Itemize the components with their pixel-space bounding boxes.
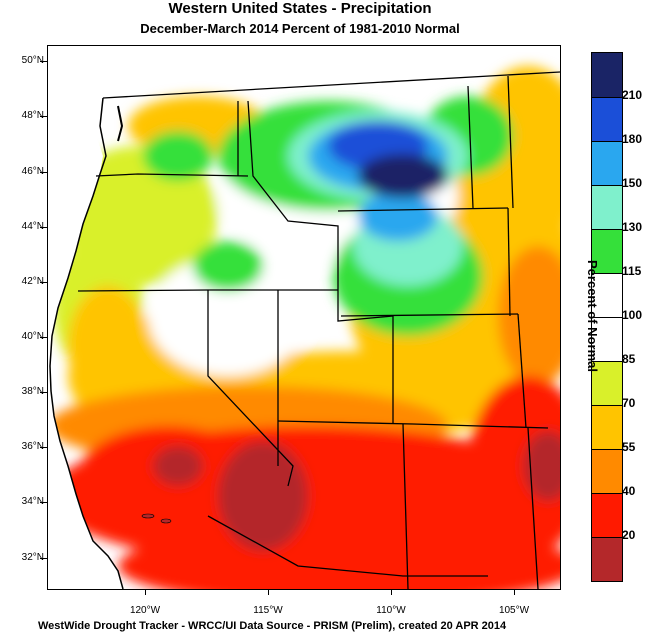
legend-label: 40 bbox=[622, 484, 636, 498]
legend-swatch bbox=[592, 449, 622, 493]
lat-tick bbox=[40, 337, 47, 338]
lat-tick bbox=[40, 392, 47, 393]
legend-swatch bbox=[592, 53, 622, 97]
legend-swatch bbox=[592, 317, 622, 361]
legend-label: 85 bbox=[622, 352, 636, 366]
lat-label-44: 44°N bbox=[21, 221, 44, 232]
legend-label: 115 bbox=[622, 264, 642, 278]
lat-tick bbox=[40, 61, 47, 62]
lon-label-110: 110°W bbox=[376, 605, 406, 616]
lat-label-32: 32°N bbox=[21, 552, 44, 563]
lat-tick bbox=[40, 502, 47, 503]
lon-label-120: 120°W bbox=[129, 605, 161, 616]
lon-label-115: 115°W bbox=[253, 605, 283, 616]
lat-label-36: 36°N bbox=[21, 441, 44, 452]
legend-swatch bbox=[592, 405, 622, 449]
legend-title: Percent of Normal bbox=[585, 260, 600, 372]
lon-tick bbox=[145, 589, 146, 595]
lon-label-105: 105°W bbox=[498, 605, 530, 616]
legend-label: 150 bbox=[622, 176, 643, 190]
map-canvas bbox=[48, 46, 560, 589]
legend-swatch bbox=[592, 229, 622, 273]
legend-swatch bbox=[592, 185, 622, 229]
legend-label: 70 bbox=[622, 396, 636, 410]
lat-label-42: 42°N bbox=[21, 276, 44, 287]
legend-label: 130 bbox=[622, 220, 643, 234]
legend-swatch bbox=[592, 273, 622, 317]
map-title: Western United States - Precipitation bbox=[168, 0, 432, 17]
color-legend bbox=[591, 52, 623, 582]
legend-swatch bbox=[592, 141, 622, 185]
lat-label-38: 38°N bbox=[21, 386, 44, 397]
legend-label: 55 bbox=[622, 440, 636, 454]
legend-swatch bbox=[592, 97, 622, 141]
lat-tick bbox=[40, 558, 47, 559]
lat-label-40: 40°N bbox=[21, 331, 44, 342]
legend-swatch bbox=[592, 361, 622, 405]
lat-tick bbox=[40, 282, 47, 283]
map-subtitle: December-March 2014 Percent of 1981-2010… bbox=[140, 21, 460, 36]
legend-label: 20 bbox=[622, 528, 636, 542]
lat-label-46: 46°N bbox=[21, 166, 44, 177]
lat-tick bbox=[40, 172, 47, 173]
lat-tick bbox=[40, 447, 47, 448]
lat-label-48: 48°N bbox=[21, 110, 44, 121]
lat-label-50: 50°N bbox=[21, 55, 44, 66]
legend-label: 180 bbox=[622, 132, 643, 146]
legend-swatch bbox=[592, 537, 622, 581]
footer-credit: WestWide Drought Tracker - WRCC/UI Data … bbox=[38, 620, 507, 632]
legend-label: 100 bbox=[622, 308, 643, 322]
lat-tick bbox=[40, 116, 47, 117]
lon-tick bbox=[514, 589, 515, 595]
lon-tick bbox=[391, 589, 392, 595]
lat-tick bbox=[40, 227, 47, 228]
precipitation-map bbox=[47, 45, 561, 590]
legend-swatch bbox=[592, 493, 622, 537]
legend-label: 210 bbox=[622, 88, 643, 102]
lat-label-34: 34°N bbox=[21, 496, 44, 507]
lon-tick bbox=[268, 589, 269, 595]
